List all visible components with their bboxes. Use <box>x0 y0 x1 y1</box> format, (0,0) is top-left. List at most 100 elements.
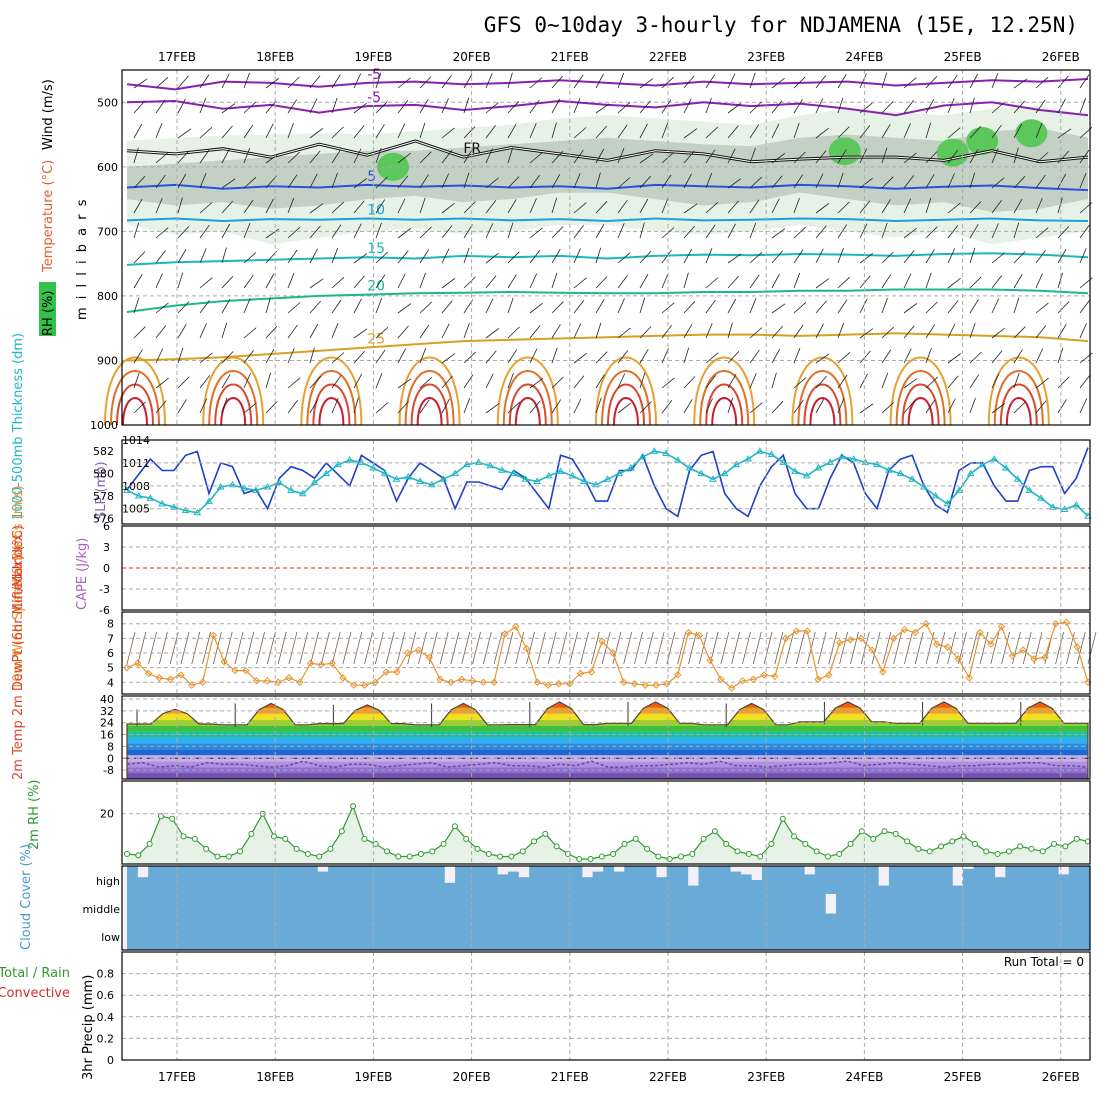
cloud-bar <box>666 866 678 894</box>
wind-barb <box>1013 251 1026 264</box>
cloud-bar <box>1015 894 1027 922</box>
wind-barb <box>793 348 801 364</box>
wind-barb <box>705 201 719 214</box>
surface-wind-barb <box>871 631 881 665</box>
wind-barb <box>837 398 845 414</box>
wind-barb <box>133 176 146 189</box>
wind-barb <box>507 401 520 414</box>
wind10m-point <box>544 681 552 689</box>
cloud-bar <box>275 894 287 922</box>
wind-barb <box>749 101 762 114</box>
rh2m-point <box>723 840 730 847</box>
wind-barb <box>507 297 514 314</box>
cloud-bar <box>349 894 361 922</box>
wind-barb <box>133 372 140 389</box>
wind-barb <box>507 123 517 139</box>
wind-barb <box>683 399 693 414</box>
wind-barb <box>749 402 763 414</box>
wind-barb <box>683 75 695 89</box>
wind-barb <box>441 300 453 314</box>
cloud-bar <box>222 866 234 894</box>
cloud-bar <box>285 922 297 950</box>
wind-barb <box>925 98 935 114</box>
cloud-bar <box>603 922 615 950</box>
wind-barb <box>969 397 976 414</box>
wind-barb <box>705 97 712 114</box>
wind-barb <box>309 323 319 339</box>
wind-barb <box>199 352 213 364</box>
wind-barb <box>1035 325 1047 339</box>
surface-wind-barb <box>882 631 892 665</box>
cloud-bar <box>1037 866 1048 894</box>
cloud-bar <box>328 866 339 894</box>
wind-barb <box>925 272 932 289</box>
cloud-level-label: middle <box>82 903 120 916</box>
hgrid-li <box>122 546 1090 590</box>
surface-wind-barb <box>860 631 870 665</box>
wind-barb <box>837 247 844 264</box>
wind-barb <box>1013 123 1023 139</box>
wind-barb <box>133 222 140 239</box>
thickness-point <box>990 455 999 462</box>
cloud-bar <box>402 894 414 922</box>
surface-wind-barb <box>752 631 762 665</box>
cloud-bar <box>359 922 371 950</box>
wind-barb <box>551 122 557 139</box>
wind-barb <box>1013 198 1023 214</box>
wind-barb <box>375 222 382 239</box>
wind-barb <box>1079 299 1090 314</box>
thickness-point <box>580 477 588 484</box>
thickness-point <box>732 460 741 468</box>
thickness-point <box>1002 464 1010 471</box>
surface-wind-barb <box>1055 631 1064 665</box>
pressure-tick: 500 <box>97 96 118 109</box>
rh2m-point <box>994 850 1001 857</box>
wind-barb <box>199 323 207 339</box>
wind-barb <box>529 77 543 89</box>
surface-wind-barb <box>893 631 903 665</box>
wind-barb <box>199 224 210 239</box>
wind-barb <box>243 252 257 264</box>
cloud-bar <box>222 894 234 922</box>
thickness-point <box>1013 475 1022 482</box>
cloud-bar <box>1058 894 1070 922</box>
wind-barb <box>221 73 230 89</box>
wind-barb <box>573 323 582 339</box>
cloud-bar <box>1026 894 1038 922</box>
cloud-bar <box>878 894 890 922</box>
thickness-point <box>556 467 565 474</box>
cloud-bar <box>920 894 932 922</box>
thickness-point <box>814 464 823 471</box>
rh2m-point <box>214 853 221 860</box>
cloud-bar <box>507 871 519 894</box>
wind-barb <box>441 248 450 264</box>
wind10m-point <box>1051 620 1060 628</box>
cloud-bar <box>857 894 869 922</box>
wind-barb <box>177 75 189 89</box>
thickness-point <box>181 506 190 514</box>
thermal-contour <box>993 370 1044 426</box>
surface-wind-barb <box>1022 631 1032 665</box>
wind-barb <box>551 98 561 114</box>
wind-barb <box>551 324 561 339</box>
cloud-bar <box>476 894 488 922</box>
wind-barb <box>397 325 409 339</box>
wind-barb <box>639 175 652 189</box>
wind-barb <box>133 401 146 414</box>
wind-barb <box>573 202 587 214</box>
cloud-bar <box>836 922 847 950</box>
cloud-bar <box>328 922 339 950</box>
wind-barb <box>925 399 936 414</box>
wind-barb <box>771 123 780 139</box>
wind-barb <box>859 177 873 189</box>
cloud-bar <box>963 894 974 922</box>
precip-tick: 0.8 <box>97 968 115 981</box>
cloud-bar <box>137 877 149 894</box>
rh2m-point <box>655 853 662 860</box>
wind-barb <box>925 376 938 389</box>
wind10m-point <box>1062 618 1071 626</box>
wind-barb <box>837 224 848 239</box>
wind-barb <box>529 227 543 239</box>
wind-barb <box>771 198 780 214</box>
cloud-bar <box>359 894 371 922</box>
